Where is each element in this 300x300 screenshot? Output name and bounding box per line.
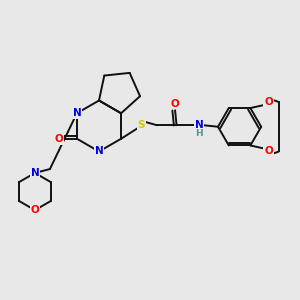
Text: N: N	[195, 120, 203, 130]
Text: N: N	[94, 146, 103, 157]
Text: N: N	[73, 108, 81, 118]
Text: O: O	[171, 99, 179, 109]
Text: O: O	[264, 146, 273, 157]
Text: O: O	[31, 205, 39, 215]
Text: S: S	[137, 120, 145, 130]
Text: O: O	[55, 134, 63, 144]
Text: N: N	[31, 168, 39, 178]
Text: O: O	[264, 97, 273, 107]
Text: H: H	[195, 129, 203, 138]
